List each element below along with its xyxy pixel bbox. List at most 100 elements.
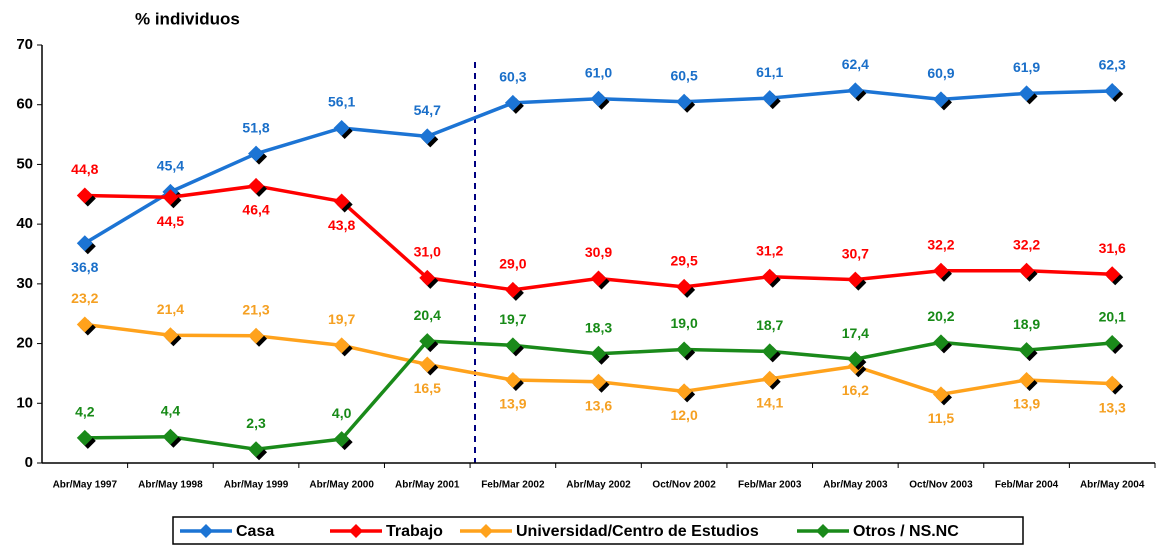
marker: [333, 431, 350, 448]
data-label: 20,2: [927, 308, 954, 324]
legend-marker: [479, 524, 493, 538]
data-label: 17,4: [842, 325, 869, 341]
y-tick-label: 70: [16, 36, 33, 53]
marker: [761, 370, 778, 387]
legend-label: Universidad/Centro de Estudios: [516, 523, 759, 540]
marker: [932, 386, 949, 403]
marker: [676, 93, 693, 110]
marker: [932, 91, 949, 108]
x-tick-label: Feb/Mar 2004: [995, 480, 1059, 491]
marker: [1018, 262, 1035, 279]
data-label: 4,4: [161, 402, 181, 418]
y-tick-label: 10: [16, 394, 33, 411]
data-label: 62,3: [1099, 57, 1126, 73]
legend-label: Trabajo: [386, 523, 443, 540]
data-label: 20,4: [414, 307, 441, 323]
data-label: 36,8: [71, 259, 98, 275]
series-line: [83, 88, 1113, 245]
data-label: 61,0: [585, 64, 612, 80]
data-label: 13,9: [1013, 396, 1040, 412]
data-label: 13,6: [585, 397, 612, 413]
marker: [76, 187, 93, 204]
x-tick-label: Abr/May 2003: [823, 480, 888, 491]
data-label: 18,7: [756, 317, 783, 333]
marker: [676, 383, 693, 400]
x-tick-label: Abr/May 2001: [395, 480, 460, 491]
y-tick-label: 50: [16, 155, 33, 172]
marker: [248, 327, 265, 344]
marker: [676, 341, 693, 358]
data-label: 19,0: [670, 315, 697, 331]
data-label: 43,8: [328, 217, 355, 233]
data-label: 13,3: [1099, 399, 1126, 415]
data-label: 12,0: [670, 407, 697, 423]
marker: [76, 316, 93, 333]
legend-marker: [199, 524, 213, 538]
marker: [419, 269, 436, 286]
y-tick-label: 0: [25, 454, 33, 471]
data-label: 4,0: [332, 405, 352, 421]
data-label: 51,8: [242, 119, 269, 135]
marker: [1104, 82, 1121, 99]
marker: [1018, 342, 1035, 359]
marker: [847, 271, 864, 288]
legend-marker: [816, 524, 830, 538]
y-axis-title: % individuos: [135, 9, 240, 28]
y-tick-label: 30: [16, 275, 33, 292]
marker: [590, 345, 607, 362]
data-label: 31,0: [414, 244, 441, 260]
marker: [590, 90, 607, 107]
marker: [1104, 375, 1121, 392]
data-label: 29,0: [499, 256, 526, 272]
data-label: 19,7: [499, 311, 526, 327]
marker: [1104, 266, 1121, 283]
data-label: 18,3: [585, 319, 612, 335]
data-label: 29,5: [670, 253, 697, 269]
x-tick-label: Feb/Mar 2002: [481, 480, 545, 491]
legend-label: Casa: [236, 523, 274, 540]
marker: [419, 356, 436, 373]
x-tick-label: Abr/May 1999: [224, 480, 289, 491]
legend-box: [172, 516, 1024, 545]
marker: [162, 327, 179, 344]
marker: [504, 371, 521, 388]
data-label: 60,9: [927, 65, 954, 81]
data-label: 60,3: [499, 69, 526, 85]
x-tick-label: Feb/Mar 2003: [738, 480, 802, 491]
data-label: 18,9: [1013, 316, 1040, 332]
marker: [248, 177, 265, 194]
marker: [761, 343, 778, 360]
marker: [504, 281, 521, 298]
x-tick-label: Oct/Nov 2002: [652, 480, 716, 491]
data-label: 14,1: [756, 395, 783, 411]
marker: [847, 82, 864, 99]
data-label: 62,4: [842, 56, 869, 72]
data-label: 32,2: [927, 236, 954, 252]
data-label: 32,2: [1013, 236, 1040, 252]
data-label: 31,2: [756, 242, 783, 258]
marker: [676, 278, 693, 295]
data-label: 56,1: [328, 94, 355, 110]
data-label: 21,4: [157, 301, 184, 317]
data-label: 11,5: [928, 410, 955, 426]
marker: [162, 428, 179, 445]
data-label: 61,1: [756, 64, 783, 80]
data-label: 21,3: [242, 302, 269, 318]
marker: [761, 268, 778, 285]
data-label: 44,8: [71, 161, 98, 177]
marker: [248, 441, 265, 458]
data-label: 4,2: [75, 404, 95, 420]
marker: [590, 373, 607, 390]
x-tick-label: Oct/Nov 2003: [909, 480, 973, 491]
data-label: 46,4: [242, 202, 269, 218]
y-tick-label: 20: [16, 335, 33, 352]
data-label: 30,9: [585, 244, 612, 260]
x-tick-label: Abr/May 2002: [566, 480, 631, 491]
data-label: 30,7: [842, 245, 869, 261]
data-label: 31,6: [1099, 240, 1126, 256]
legend-marker: [349, 524, 363, 538]
data-label: 13,9: [499, 396, 526, 412]
data-label: 16,2: [842, 382, 869, 398]
